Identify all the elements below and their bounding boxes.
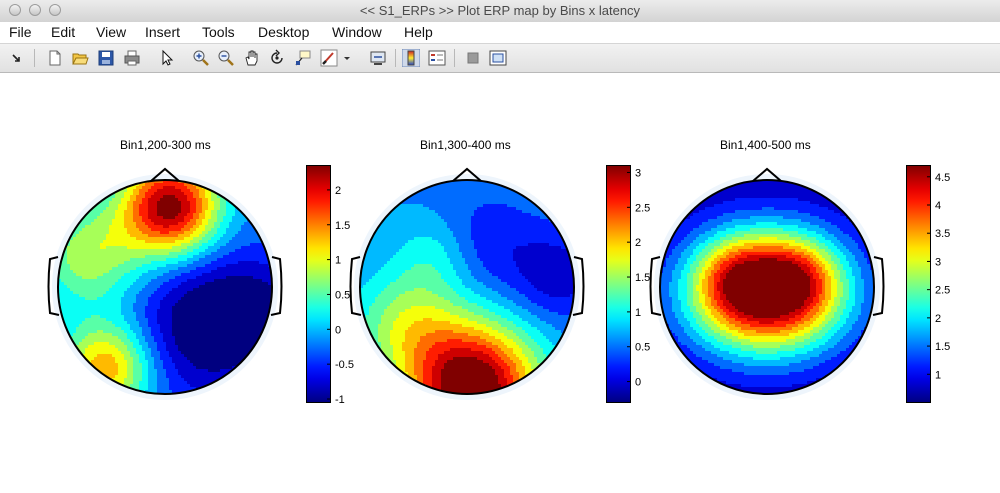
show-plot-tools-icon[interactable]	[489, 49, 507, 67]
potential-field	[360, 180, 574, 394]
minimize-window-button[interactable]	[29, 4, 41, 16]
colorbar-tick-label: -1	[335, 394, 345, 406]
rotate-3d-icon[interactable]	[268, 49, 286, 67]
menu-edit[interactable]: Edit	[51, 24, 76, 40]
colorbar-tick-label: 4	[935, 200, 941, 212]
zoom-out-icon[interactable]	[217, 49, 235, 67]
colorbar-tick-label: 2	[935, 313, 941, 325]
colorbar-tick-label: 1	[635, 307, 641, 319]
edit-plot-icon[interactable]	[158, 49, 176, 67]
colorbar-tick-label: 1.5	[935, 341, 950, 353]
colorbar-tick-label: 0.5	[635, 342, 650, 354]
link-plot-icon[interactable]	[369, 49, 387, 67]
colorbar-tick-label: 1.5	[335, 220, 350, 232]
print-icon[interactable]	[123, 49, 141, 67]
insert-legend-icon[interactable]	[428, 49, 446, 67]
window-title: << S1_ERPs >> Plot ERP map by Bins x lat…	[359, 3, 641, 18]
menu-file[interactable]: File	[9, 24, 32, 40]
colorbar-tick-label: 0.5	[335, 289, 350, 301]
map-title: Bin1,200-300 ms	[120, 138, 211, 152]
nose-marker	[752, 167, 782, 182]
toolbar-separator	[454, 49, 455, 67]
colorbar: 3 2.5 2 1.5 1 0.5 0	[606, 165, 650, 403]
menu-help[interactable]: Help	[404, 24, 433, 40]
insert-colorbar-icon[interactable]	[402, 49, 420, 67]
scalp-topography	[47, 167, 283, 400]
toolbar-separator	[395, 49, 396, 67]
right-ear-marker	[270, 256, 283, 316]
close-window-button[interactable]	[9, 4, 21, 16]
map-title: Bin1,400-500 ms	[720, 138, 811, 152]
colorbar: 2 1.5 1 0.5 0 -0.5 -1	[306, 165, 354, 406]
figure-toolbar	[0, 44, 1000, 73]
colorbar-tick-label: 1	[335, 255, 341, 267]
dock-arrow-icon[interactable]	[8, 49, 26, 67]
window-titlebar: << S1_ERPs >> Plot ERP map by Bins x lat…	[0, 0, 1000, 23]
scalp-topography	[349, 167, 585, 400]
left-ear-marker	[47, 256, 60, 316]
colorbar: 4.5 4 3.5 3 2.5 2 1.5 1	[906, 165, 950, 403]
colorbar-tick-label: 0	[335, 324, 341, 336]
colorbar-tick-label: 2.5	[935, 285, 950, 297]
open-file-icon[interactable]	[71, 49, 89, 67]
head-outline	[57, 179, 273, 395]
scalp-topography	[649, 167, 885, 400]
menu-desktop[interactable]: Desktop	[258, 24, 310, 40]
left-ear-marker	[349, 256, 362, 316]
toolbar-separator	[34, 49, 35, 67]
map-title: Bin1,300-400 ms	[420, 138, 511, 152]
colorbar-tick-label: 3	[635, 167, 641, 179]
right-ear-marker	[572, 256, 585, 316]
save-icon[interactable]	[97, 49, 115, 67]
figure-canvas: Bin1,200-300 ms 2 1.5 1 0.5 0 -0.5 -1 Bin1,300-…	[0, 73, 1000, 493]
colorbar-tick-label: 4.5	[935, 172, 950, 184]
colorbar-tick-label: 0	[635, 377, 641, 389]
hide-plot-tools-icon[interactable]	[464, 49, 482, 67]
colorbar-gradient	[306, 165, 331, 403]
zoom-in-icon[interactable]	[192, 49, 210, 67]
left-ear-marker	[649, 256, 662, 316]
menu-tools[interactable]: Tools	[202, 24, 235, 40]
new-figure-icon[interactable]	[46, 49, 64, 67]
right-ear-marker	[872, 256, 885, 316]
data-cursor-icon[interactable]	[294, 49, 312, 67]
pan-icon[interactable]	[243, 49, 261, 67]
head-outline	[359, 179, 575, 395]
brush-icon[interactable]	[320, 49, 338, 67]
nose-marker	[150, 167, 180, 182]
colorbar-tick-label: 1	[935, 369, 941, 381]
colorbar-gradient	[606, 165, 631, 403]
colorbar-tick-label: -0.5	[335, 359, 354, 371]
colorbar-tick-label: 2	[335, 185, 341, 197]
colorbar-tick-label: 3	[935, 256, 941, 268]
colorbar-gradient	[906, 165, 931, 403]
menu-view[interactable]: View	[96, 24, 127, 40]
potential-field	[660, 180, 874, 394]
colorbar-tick-label: 1.5	[635, 272, 650, 284]
nose-marker	[452, 167, 482, 182]
menu-window[interactable]: Window	[332, 24, 382, 40]
head-outline	[659, 179, 875, 395]
colorbar-tick-label: 2	[635, 237, 641, 249]
colorbar-tick-label: 2.5	[635, 202, 650, 214]
colorbar-tick-label: 3.5	[935, 228, 950, 240]
menu-bar: File Edit View Insert Tools Desktop Wind…	[0, 22, 1000, 44]
zoom-window-button[interactable]	[49, 4, 61, 16]
menu-insert[interactable]: Insert	[145, 24, 181, 40]
brush-dropdown-icon[interactable]	[342, 49, 352, 67]
